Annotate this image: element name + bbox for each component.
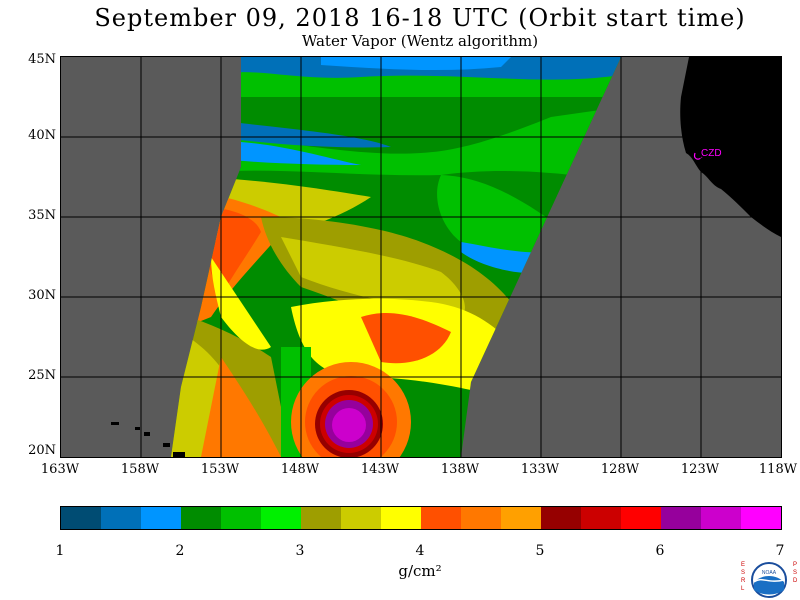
colorbar-tick-7: 7	[775, 543, 785, 559]
lon-label-118w: 118W	[758, 462, 798, 477]
colorbar-swatch	[381, 507, 422, 529]
colorbar-tick-3: 3	[295, 543, 305, 559]
svg-text:NOAA: NOAA	[762, 570, 777, 576]
svg-text:PSD: PSD	[793, 562, 798, 584]
lat-lon-grid	[61, 57, 781, 457]
colorbar-tick-4: 4	[415, 543, 425, 559]
lon-label-138w: 138W	[440, 462, 480, 477]
lat-label-35n: 35N	[28, 208, 56, 223]
page-subtitle: Water Vapor (Wentz algorithm)	[301, 32, 539, 50]
lat-label-30n: 30N	[28, 288, 56, 303]
colorbar-tick-6: 6	[655, 543, 665, 559]
colorbar-swatch	[621, 507, 662, 529]
lat-label-25n: 25N	[28, 368, 56, 383]
colorbar-swatch	[341, 507, 382, 529]
lat-label-20n: 20N	[28, 443, 56, 458]
colorbar-tick-1: 1	[55, 543, 65, 559]
lon-label-153w: 153W	[200, 462, 240, 477]
colorbar-swatch	[221, 507, 262, 529]
lon-label-123w: 123W	[680, 462, 720, 477]
colorbar-unit-label: g/cm²	[398, 562, 442, 580]
lat-label-40n: 40N	[28, 128, 56, 143]
colorbar-swatch	[301, 507, 342, 529]
colorbar-swatch	[701, 507, 742, 529]
colorbar-swatch	[541, 507, 582, 529]
lon-label-163w: 163W	[40, 462, 80, 477]
colorbar-swatch	[141, 507, 182, 529]
colorbar-swatch	[461, 507, 502, 529]
colorbar-swatch	[741, 507, 781, 529]
colorbar-tick-5: 5	[535, 543, 545, 559]
czd-station-label: CZD	[701, 148, 722, 159]
lat-label-45n: 45N	[28, 52, 56, 67]
colorbar-swatch	[421, 507, 462, 529]
colorbar-swatch	[661, 507, 702, 529]
colorbar-swatch	[581, 507, 622, 529]
lon-label-158w: 158W	[120, 462, 160, 477]
lon-label-133w: 133W	[520, 462, 560, 477]
colorbar-swatch	[261, 507, 302, 529]
california-land	[680, 57, 781, 237]
lon-label-143w: 143W	[360, 462, 400, 477]
colorbar-swatch	[61, 507, 102, 529]
water-vapor-map: CZD	[60, 56, 782, 458]
page-title: September 09, 2018 16-18 UTC (Orbit star…	[94, 4, 746, 32]
hawaii-islands	[111, 422, 185, 457]
lon-label-128w: 128W	[600, 462, 640, 477]
colorbar-swatch	[101, 507, 142, 529]
lon-label-148w: 148W	[280, 462, 320, 477]
colorbar-tick-2: 2	[175, 543, 185, 559]
colorbar-swatch	[501, 507, 542, 529]
water-vapor-colorbar	[60, 506, 782, 530]
colorbar-swatch	[181, 507, 222, 529]
